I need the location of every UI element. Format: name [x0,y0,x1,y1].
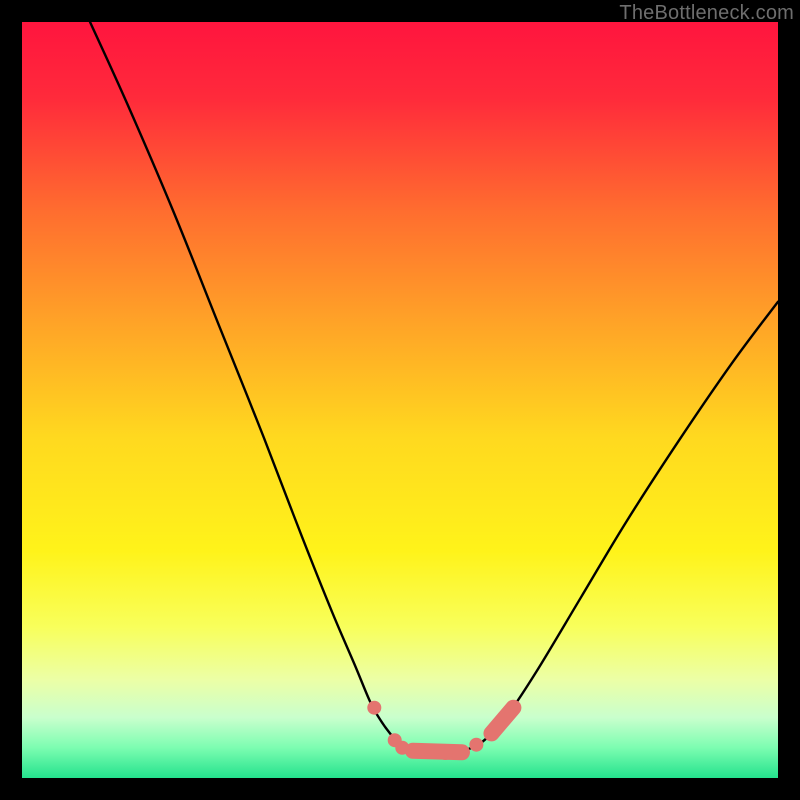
marker-dot-0 [367,701,381,715]
chart-svg [0,0,800,800]
marker-dot-3 [438,746,452,760]
marker-pill-0 [413,751,462,753]
chart-plot-area [22,22,778,778]
marker-dot-4 [469,738,483,752]
watermark-text: TheBottleneck.com [619,2,794,25]
marker-dot-2 [395,741,409,755]
chart-root: TheBottleneck.com [0,0,800,800]
